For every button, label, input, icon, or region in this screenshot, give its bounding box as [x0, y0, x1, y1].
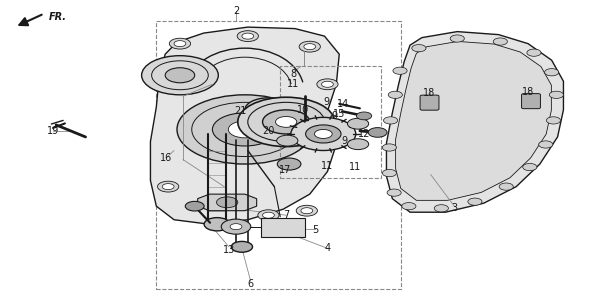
Circle shape [412, 45, 426, 52]
Text: 7: 7 [283, 210, 289, 220]
Circle shape [527, 49, 541, 56]
Circle shape [304, 44, 316, 50]
Text: 5: 5 [313, 225, 319, 235]
Circle shape [169, 38, 191, 49]
Text: 13: 13 [223, 245, 235, 255]
Circle shape [212, 113, 277, 146]
Circle shape [468, 198, 482, 205]
Circle shape [165, 68, 195, 83]
Circle shape [434, 205, 448, 212]
Text: 9: 9 [331, 111, 337, 121]
Circle shape [263, 212, 274, 218]
Circle shape [291, 117, 356, 150]
Polygon shape [396, 42, 552, 200]
Text: 16: 16 [160, 153, 172, 163]
Circle shape [301, 208, 313, 214]
Text: 4: 4 [324, 243, 330, 253]
Polygon shape [386, 32, 563, 212]
Circle shape [493, 38, 507, 45]
Text: 19: 19 [47, 126, 59, 136]
Circle shape [204, 218, 230, 231]
Bar [156, 21, 401, 289]
Text: 9: 9 [342, 136, 348, 147]
Circle shape [545, 69, 559, 76]
Text: 14: 14 [337, 99, 349, 109]
Circle shape [388, 91, 402, 98]
Circle shape [174, 41, 186, 47]
Text: 11: 11 [287, 79, 299, 89]
Circle shape [348, 118, 369, 129]
Circle shape [368, 128, 387, 137]
Circle shape [231, 241, 253, 252]
Circle shape [387, 189, 401, 196]
Text: 11: 11 [321, 160, 333, 171]
Circle shape [277, 158, 301, 170]
Circle shape [384, 117, 398, 124]
Text: 6: 6 [248, 279, 254, 290]
Circle shape [402, 203, 416, 210]
Circle shape [314, 129, 332, 138]
Circle shape [242, 33, 254, 39]
Text: 18: 18 [424, 88, 435, 98]
Circle shape [299, 41, 320, 52]
Circle shape [317, 79, 338, 90]
FancyBboxPatch shape [261, 218, 305, 237]
Text: 10: 10 [297, 105, 309, 115]
Circle shape [523, 163, 537, 171]
Circle shape [228, 121, 261, 138]
Circle shape [382, 144, 396, 151]
Circle shape [546, 117, 560, 124]
Text: 21: 21 [235, 106, 247, 116]
Circle shape [450, 35, 464, 42]
Text: 3: 3 [451, 203, 457, 213]
Text: 11: 11 [349, 162, 361, 172]
FancyBboxPatch shape [522, 94, 540, 109]
Text: 15: 15 [333, 109, 345, 119]
Circle shape [296, 205, 317, 216]
Circle shape [237, 31, 258, 42]
Circle shape [276, 116, 297, 127]
Circle shape [382, 169, 396, 177]
Circle shape [356, 112, 372, 120]
Text: 18: 18 [522, 87, 534, 97]
Circle shape [245, 98, 292, 122]
Circle shape [306, 125, 341, 143]
Circle shape [539, 141, 553, 148]
Text: 2: 2 [233, 5, 239, 16]
Circle shape [142, 56, 218, 95]
Circle shape [393, 67, 407, 74]
Circle shape [158, 181, 179, 192]
Circle shape [238, 97, 335, 147]
Bar [280, 66, 381, 178]
Circle shape [277, 135, 298, 146]
Polygon shape [198, 194, 257, 211]
Text: FR.: FR. [48, 11, 67, 22]
Circle shape [322, 81, 333, 87]
Circle shape [348, 139, 369, 150]
Text: 9: 9 [324, 97, 330, 107]
Circle shape [258, 210, 279, 221]
Text: 17: 17 [280, 165, 291, 175]
Circle shape [263, 110, 310, 134]
Circle shape [185, 201, 204, 211]
Circle shape [254, 102, 283, 117]
Circle shape [221, 219, 251, 234]
Text: 20: 20 [263, 126, 274, 136]
Circle shape [177, 95, 313, 164]
Circle shape [230, 224, 242, 230]
Circle shape [549, 91, 563, 98]
FancyBboxPatch shape [420, 95, 439, 110]
Polygon shape [150, 27, 339, 224]
Text: 12: 12 [358, 129, 370, 139]
Circle shape [499, 183, 513, 190]
Circle shape [217, 197, 238, 208]
Text: 8: 8 [290, 69, 296, 79]
Circle shape [162, 184, 174, 190]
